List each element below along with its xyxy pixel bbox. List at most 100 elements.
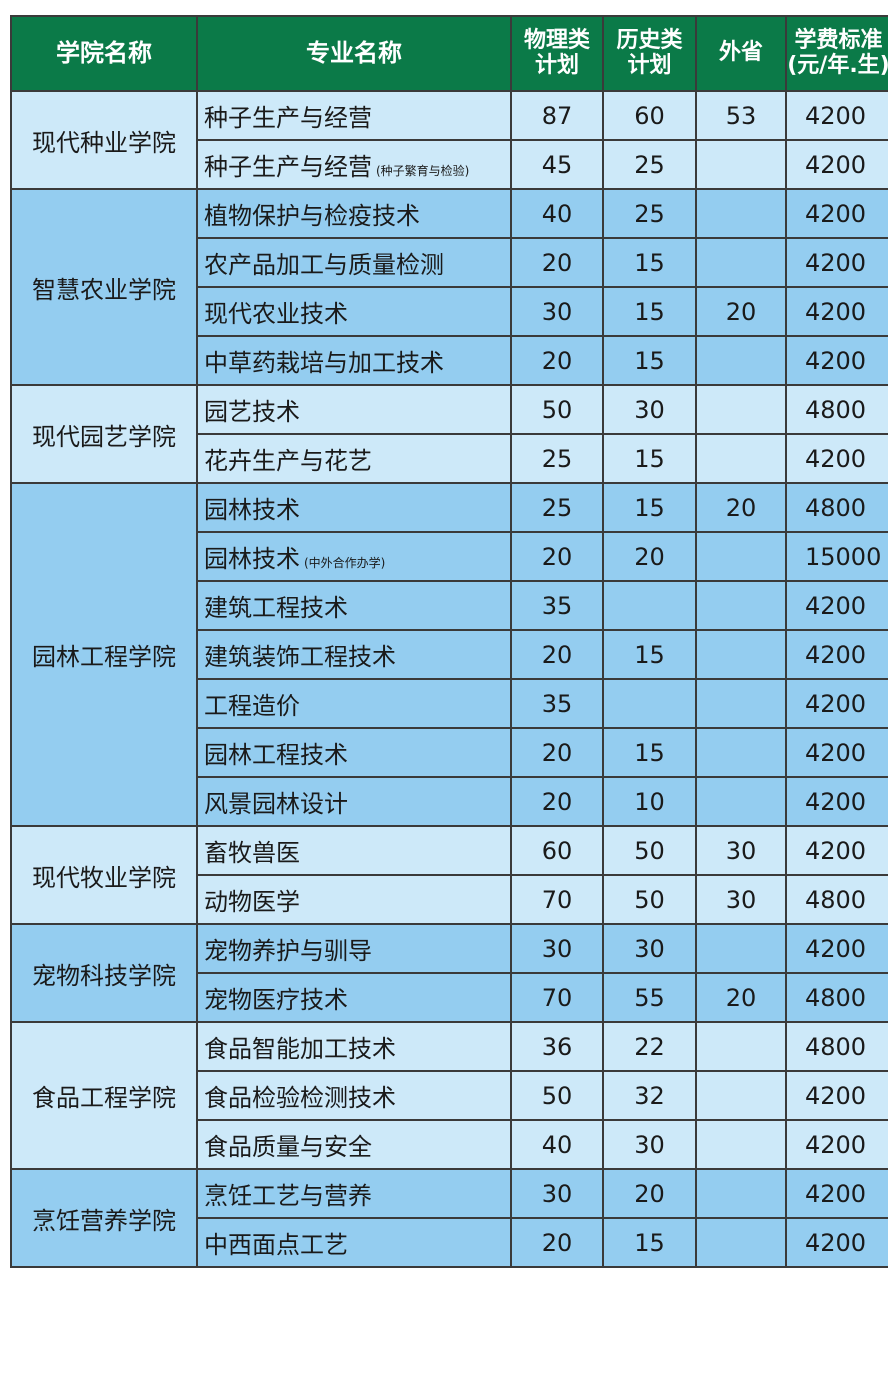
major-cell: 园林技术 (中外合作办学) (196, 531, 512, 582)
tuition-fee: 4200 (785, 1168, 888, 1219)
major-cell: 现代农业技术 (196, 286, 512, 337)
college-name: 宠物科技学院 (10, 923, 198, 1023)
history-plan: 50 (602, 874, 697, 925)
history-plan: 22 (602, 1021, 697, 1072)
major-cell: 建筑工程技术 (196, 580, 512, 631)
table-row: 园林工程技术 20 15 4200 (11, 727, 888, 778)
table-row: 中西面点工艺 20 15 4200 (11, 1217, 888, 1268)
history-plan: 20 (602, 531, 697, 582)
history-plan: 25 (602, 139, 697, 190)
out-of-province-plan: 30 (695, 874, 787, 925)
history-plan: 15 (602, 482, 697, 533)
major-cell: 花卉生产与花艺 (196, 433, 512, 484)
tuition-fee: 4200 (785, 678, 888, 729)
physics-plan: 25 (510, 433, 604, 484)
tuition-fee: 4200 (785, 188, 888, 239)
physics-plan: 50 (510, 1070, 604, 1121)
history-plan: 30 (602, 1119, 697, 1170)
out-of-province-plan (695, 776, 787, 827)
major-name: 花卉生产与花艺 (204, 447, 372, 475)
major-cell: 风景园林设计 (196, 776, 512, 827)
major-cell: 园艺技术 (196, 384, 512, 435)
major-cell: 农产品加工与质量检测 (196, 237, 512, 288)
physics-plan: 30 (510, 923, 604, 974)
history-plan: 15 (602, 433, 697, 484)
major-name: 园林技术 (204, 545, 300, 573)
out-of-province-plan (695, 580, 787, 631)
physics-plan: 36 (510, 1021, 604, 1072)
table-row: 食品检验检测技术 50 32 4200 (11, 1070, 888, 1121)
tuition-fee: 4200 (785, 237, 888, 288)
major-name: 食品检验检测技术 (204, 1084, 396, 1112)
out-of-province-plan (695, 139, 787, 190)
out-of-province-plan (695, 1021, 787, 1072)
history-plan: 20 (602, 1168, 697, 1219)
tuition-fee: 4200 (785, 139, 888, 190)
major-cell: 畜牧兽医 (196, 825, 512, 876)
major-name: 园林技术 (204, 496, 300, 524)
physics-plan: 20 (510, 335, 604, 386)
physics-plan: 30 (510, 286, 604, 337)
tuition-fee: 4200 (785, 923, 888, 974)
physics-plan: 45 (510, 139, 604, 190)
physics-plan: 87 (510, 90, 604, 141)
history-plan: 32 (602, 1070, 697, 1121)
physics-plan: 20 (510, 1217, 604, 1268)
table-row: 烹饪营养学院 烹饪工艺与营养 30 20 4200 (10, 1168, 888, 1268)
physics-plan: 70 (510, 874, 604, 925)
major-name: 种子生产与经营 (204, 104, 372, 132)
tuition-fee: 15000 (785, 531, 888, 582)
physics-plan: 30 (510, 1168, 604, 1219)
table-row: 建筑装饰工程技术 20 15 4200 (11, 629, 888, 680)
major-cell: 种子生产与经营 (196, 90, 512, 141)
tuition-fee: 4200 (785, 1119, 888, 1170)
major-name: 烹饪工艺与营养 (204, 1182, 372, 1210)
history-plan (602, 678, 697, 729)
tuition-fee: 4800 (785, 874, 888, 925)
out-of-province-plan: 20 (695, 972, 787, 1023)
major-note: (种子繁育与检验) (376, 164, 470, 178)
header-cell: 物理类 计划 (510, 15, 604, 92)
out-of-province-plan (695, 237, 787, 288)
physics-plan: 35 (510, 678, 604, 729)
tuition-fee: 4200 (785, 335, 888, 386)
major-name: 风景园林设计 (204, 790, 348, 818)
tuition-fee: 4200 (785, 629, 888, 680)
table-row: 现代园艺学院 园艺技术 50 30 4800 (10, 384, 888, 484)
major-cell: 园林技术 (196, 482, 512, 533)
table-row: 宠物医疗技术 70 55 20 4800 (11, 972, 888, 1023)
major-cell: 种子生产与经营 (种子繁育与检验) (196, 139, 512, 190)
major-cell: 食品智能加工技术 (196, 1021, 512, 1072)
major-name: 种子生产与经营 (204, 153, 372, 181)
major-name: 农产品加工与质量检测 (204, 251, 444, 279)
major-name: 园艺技术 (204, 398, 300, 426)
tuition-fee: 4200 (785, 433, 888, 484)
out-of-province-plan (695, 1070, 787, 1121)
table-row: 现代牧业学院 畜牧兽医 60 50 30 4200 (10, 825, 888, 925)
physics-plan: 20 (510, 776, 604, 827)
physics-plan: 60 (510, 825, 604, 876)
college-name: 食品工程学院 (10, 1021, 198, 1170)
college-name: 园林工程学院 (10, 482, 198, 827)
out-of-province-plan (695, 923, 787, 974)
out-of-province-plan (695, 727, 787, 778)
major-cell: 宠物医疗技术 (196, 972, 512, 1023)
history-plan: 50 (602, 825, 697, 876)
major-name: 宠物养护与驯导 (204, 937, 372, 965)
out-of-province-plan (695, 1168, 787, 1219)
major-name: 动物医学 (204, 888, 300, 916)
tuition-fee: 4800 (785, 1021, 888, 1072)
enrollment-table: 学院名称 专业名称 物理类 计划 历史类 计划 外省 学费标准 (元/年.生) 现代种业学… (10, 15, 888, 1268)
tuition-fee: 4200 (785, 776, 888, 827)
table-row: 花卉生产与花艺 25 15 4200 (11, 433, 888, 484)
header-cell: 历史类 计划 (602, 15, 697, 92)
tuition-fee: 4200 (785, 1070, 888, 1121)
physics-plan: 70 (510, 972, 604, 1023)
history-plan: 15 (602, 237, 697, 288)
major-name: 工程造价 (204, 692, 300, 720)
major-cell: 食品质量与安全 (196, 1119, 512, 1170)
history-plan: 60 (602, 90, 697, 141)
out-of-province-plan (695, 335, 787, 386)
header-cell: 外省 (695, 15, 787, 92)
physics-plan: 40 (510, 188, 604, 239)
